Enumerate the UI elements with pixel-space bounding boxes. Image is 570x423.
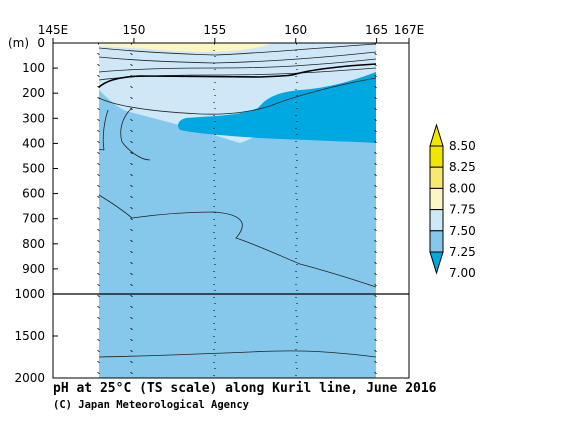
y-tick-label: 800	[22, 237, 45, 251]
contour-line	[98, 43, 377, 56]
station-marker	[295, 43, 298, 378]
colorbar-label: 7.00	[449, 266, 476, 280]
chart-title: pH at 25°C (TS scale) along Kuril line, …	[53, 381, 437, 396]
region-7-00-to-7-25	[178, 72, 376, 143]
y-tick-label: 300	[22, 111, 45, 125]
contour-line	[98, 350, 377, 358]
y-tick-label: 1500	[14, 329, 45, 343]
colorbar-segment	[429, 145, 444, 168]
contour-line	[98, 77, 377, 115]
y-tick-label: 1000	[14, 287, 45, 301]
colorbar-label: 7.50	[449, 224, 476, 238]
y-tick-label: 2000	[14, 371, 45, 385]
station-marker	[213, 43, 216, 378]
y-tick-label: 0	[37, 36, 45, 50]
station-marker	[130, 43, 133, 378]
colorbar-label: 7.75	[449, 203, 476, 217]
y-tick-label: 500	[22, 162, 45, 176]
region-7-75-to-8-00	[99, 43, 272, 52]
y-tick-label: 400	[22, 136, 45, 150]
y-tick-label: 900	[22, 262, 45, 276]
x-tick-label: 167E	[394, 23, 425, 37]
y-axis: 0 100 200 300 400 500 600 700 800 900 1000 1500 2000	[14, 36, 58, 385]
colorbar-segment	[429, 187, 444, 211]
plot-frame	[52, 42, 410, 379]
colorbar-label: 7.25	[449, 245, 476, 259]
colorbar-label: 8.50	[449, 139, 476, 153]
x-tick-label: 145E	[38, 23, 69, 37]
y-tick-label: 600	[22, 187, 45, 201]
contour-line	[98, 51, 377, 64]
x-tick-label: 165	[365, 23, 388, 37]
x-tick-label: 155	[203, 23, 226, 37]
credit-text: (C) Japan Meteorological Agency	[53, 399, 250, 411]
colorbar-arrow-top	[429, 123, 444, 147]
contour-line	[98, 194, 377, 288]
y-tick-label: 700	[22, 212, 45, 226]
x-tick-label: 150	[122, 23, 145, 37]
colorbar-segment	[429, 209, 444, 232]
colorbar-segment	[429, 230, 444, 253]
x-axis: 145E 150 155 160 165 167E	[38, 23, 425, 43]
station-marker	[374, 43, 377, 378]
contour-line	[99, 109, 109, 151]
contour-line	[98, 58, 377, 73]
contour-line-7-75	[98, 63, 377, 88]
y-tick-label: 200	[22, 86, 45, 100]
station-marker	[97, 43, 100, 378]
y-tick-label: 100	[22, 61, 45, 75]
colorbar-segment	[429, 166, 444, 189]
colorbar-label: 8.25	[449, 160, 476, 174]
colorbar-arrow-bottom	[429, 251, 444, 275]
contour-line	[120, 107, 151, 161]
y-axis-unit: (m)	[8, 36, 29, 50]
x-tick-label: 160	[284, 23, 307, 37]
colorbar-label: 8.00	[449, 181, 476, 195]
colorbar: 8.50 8.25 8.00 7.75 7.50 7.25 7.00	[429, 123, 476, 280]
